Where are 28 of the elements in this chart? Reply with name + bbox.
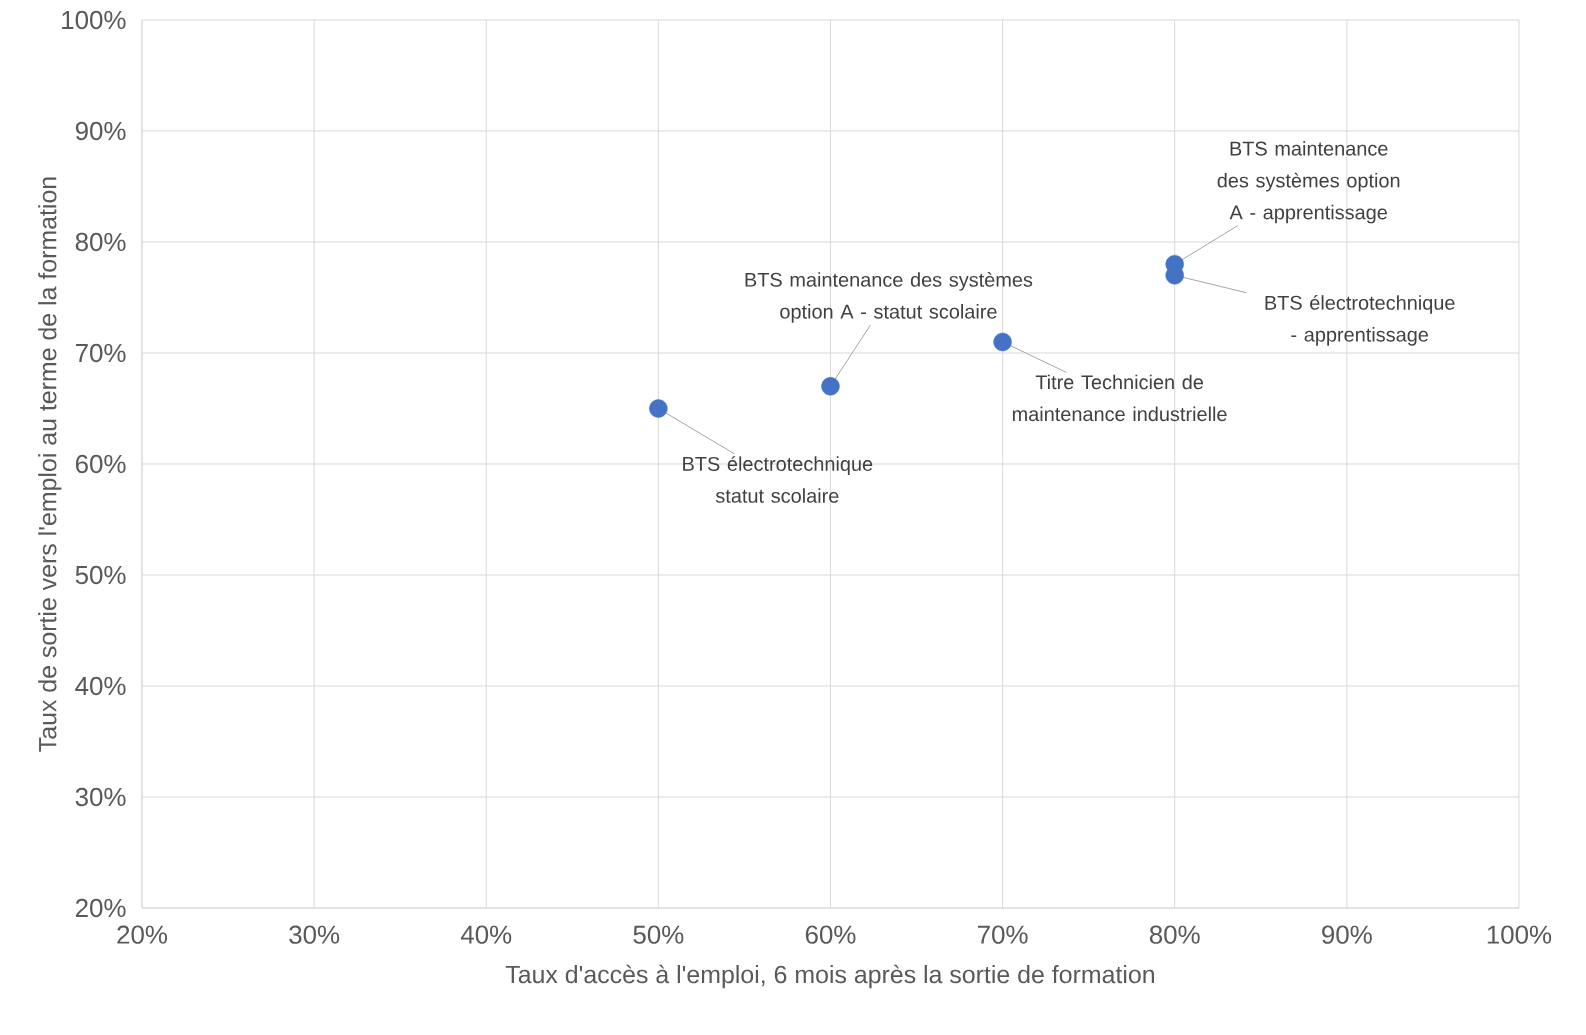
x-tick-label: 90%	[1322, 925, 1372, 944]
annotation: Titre Technicien de maintenance industrielle	[1012, 374, 1227, 422]
y-axis-title: Taux de sortie vers l'emploi au terme de la formation	[38, 177, 62, 752]
y-tick-label: 60%	[75, 454, 126, 474]
annotation: BTS maintenance des systèmes option A - apprentissage	[1217, 141, 1400, 224]
y-tick-label: 90%	[75, 121, 126, 141]
x-axis-title: Taux d'accès à l'emploi, 6 mois après la sortie de formation	[505, 964, 1154, 989]
annotation: BTS maintenance des systèmes option A - statut scolaire	[745, 271, 1033, 323]
x-tick-label: 50%	[633, 925, 684, 944]
x-tick-label: 40%	[460, 925, 512, 944]
x-tick-label: 80%	[1149, 925, 1200, 944]
y-tick-label: 20%	[75, 898, 126, 918]
x-tick-label: 100%	[1487, 925, 1552, 944]
annotation: BTS électrotechnique statut scolaire	[683, 456, 873, 503]
y-tick-label: 80%	[75, 232, 126, 252]
x-tick-label: 70%	[977, 925, 1028, 944]
y-tick-label: 30%	[75, 787, 126, 807]
x-tick-label: 20%	[117, 925, 167, 944]
y-tick-label: 70%	[75, 343, 126, 363]
point	[993, 332, 1012, 352]
x-tick-label: 60%	[805, 925, 856, 944]
y-tick-label: 50%	[75, 565, 126, 585]
x-tick-label: 30%	[289, 925, 340, 944]
point	[649, 399, 668, 418]
point	[821, 377, 840, 396]
y-tick-label: 40%	[75, 676, 126, 696]
annotation: BTS électrotechnique - apprentissage	[1265, 294, 1455, 346]
y-tick-label: 100%	[62, 10, 126, 30]
